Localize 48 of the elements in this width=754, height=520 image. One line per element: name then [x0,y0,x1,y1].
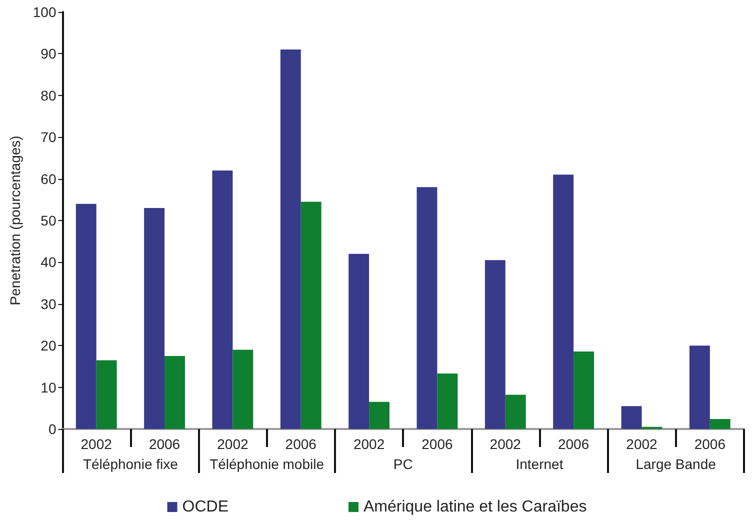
y-tick-label: 20 [40,338,56,354]
y-tick-label: 70 [40,129,56,146]
text: Téléphonie mobile [210,456,324,472]
x-tick-label: 2006 [285,436,317,452]
bar [484,260,506,429]
bar [76,204,96,429]
bar [505,394,526,429]
legend-label: Amérique latine et les Caraïbes [364,498,587,516]
bar [164,356,185,429]
x-tick-label: 2006 [422,436,453,452]
y-tick-label: 100 [32,4,56,20]
y-tick-label: 30 [40,296,56,312]
bar [437,374,458,429]
bar [553,174,574,429]
x-tick-label: 2002 [353,436,385,452]
bar [280,50,301,429]
y-axis-title: Penetration (pourcentages) [7,136,23,306]
bar [574,351,594,429]
bar [710,418,730,429]
y-tick-label: 10 [40,379,56,396]
bar [96,360,117,429]
bar [369,402,390,429]
bar [689,346,710,429]
text: Internet [516,456,564,472]
x-tick-label: 2006 [694,436,726,452]
y-tick-label: 40 [40,254,56,270]
bar [300,202,322,429]
y-tick-label: 90 [40,46,56,62]
x-tick-label: 2002 [626,436,658,452]
y-tick-label: 0 [48,421,56,437]
bar [621,406,642,429]
legend-label: OCDE [182,498,229,516]
bar [232,350,254,429]
y-tick-label: 50 [40,212,56,228]
text: Large Bande [636,456,716,472]
bar [212,170,233,429]
y-tick-label: 60 [40,170,56,187]
text: PC [393,456,413,472]
y-tick-label: 80 [40,87,56,104]
x-tick-label: 2002 [490,436,522,452]
bar [348,254,370,429]
text: Téléphonie fixe [82,456,178,472]
x-tick-label: 2002 [80,436,112,452]
x-tick-label: 2002 [217,436,248,452]
x-tick-label: 2006 [558,436,590,452]
x-tick-label: 2006 [148,436,180,452]
bar [416,187,438,429]
bar [144,208,165,429]
